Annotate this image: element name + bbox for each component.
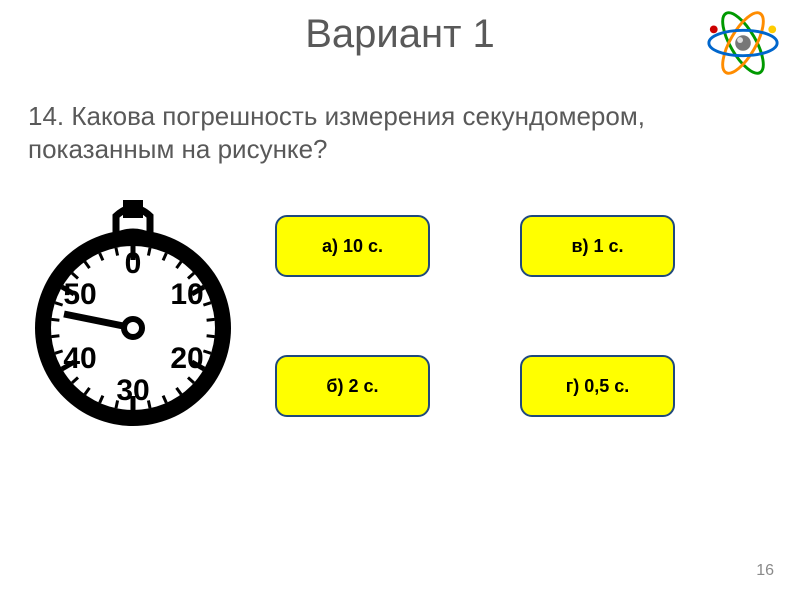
stopwatch-icon: 0 10 20 30 40 50 bbox=[28, 198, 238, 433]
answer-b-button[interactable]: б) 2 с. bbox=[275, 355, 430, 417]
answer-a-button[interactable]: а) 10 с. bbox=[275, 215, 430, 277]
answer-row: а) 10 с. в) 1 с. bbox=[275, 215, 675, 277]
answer-g-button[interactable]: г) 0,5 с. bbox=[520, 355, 675, 417]
tick-30: 30 bbox=[116, 374, 149, 407]
answer-row: б) 2 с. г) 0,5 с. bbox=[275, 355, 675, 417]
atom-icon bbox=[704, 4, 782, 82]
tick-20: 20 bbox=[170, 342, 203, 375]
tick-50: 50 bbox=[63, 278, 96, 311]
page-number: 16 bbox=[756, 562, 774, 580]
tick-40: 40 bbox=[63, 342, 96, 375]
tick-10: 10 bbox=[170, 278, 203, 311]
page-title: Вариант 1 bbox=[0, 12, 800, 57]
answers-grid: а) 10 с. в) 1 с. б) 2 с. г) 0,5 с. bbox=[275, 215, 675, 495]
question-text: 14. Какова погрешность измерения секундо… bbox=[28, 100, 772, 165]
tick-0: 0 bbox=[125, 247, 142, 280]
answer-v-button[interactable]: в) 1 с. bbox=[520, 215, 675, 277]
